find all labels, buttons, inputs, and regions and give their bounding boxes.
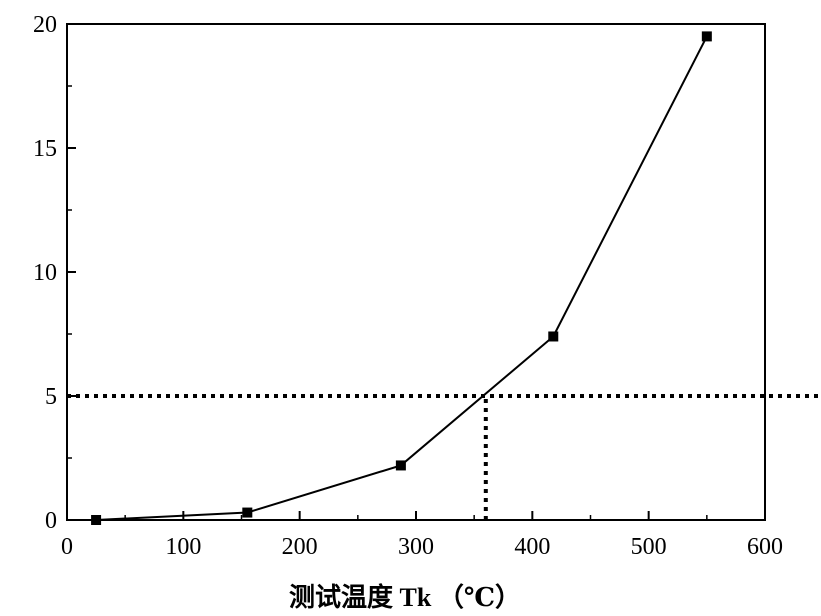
x-tick-label-100: 100 <box>165 534 201 560</box>
y-tick-label-20: 20 <box>33 12 57 38</box>
series-line-0 <box>96 35 708 521</box>
data-point-2 <box>395 460 406 471</box>
x-tick-label-0: 0 <box>61 534 73 560</box>
plot-area: 0 100 200 300 400 500 600 0 5 10 15 20 <box>33 12 821 560</box>
x-tick-label-200: 200 <box>282 534 318 560</box>
data-point-1 <box>242 507 253 518</box>
y-tick-label-10: 10 <box>33 260 57 286</box>
x-tick-label-500: 500 <box>631 534 667 560</box>
y-tick-label-0: 0 <box>45 508 57 534</box>
data-point-3 <box>548 331 559 342</box>
x-tick-label-600: 600 <box>747 534 783 560</box>
data-point-4 <box>701 31 712 42</box>
x-axis-title: 测试温度 Tk （℃） <box>289 582 521 611</box>
y-tick-label-15: 15 <box>33 136 57 162</box>
data-point-0 <box>91 515 102 525</box>
y-tick-label-5: 5 <box>45 384 57 410</box>
x-tick-label-400: 400 <box>514 534 550 560</box>
plot-frame <box>66 23 766 521</box>
x-tick-label-300: 300 <box>398 534 434 560</box>
